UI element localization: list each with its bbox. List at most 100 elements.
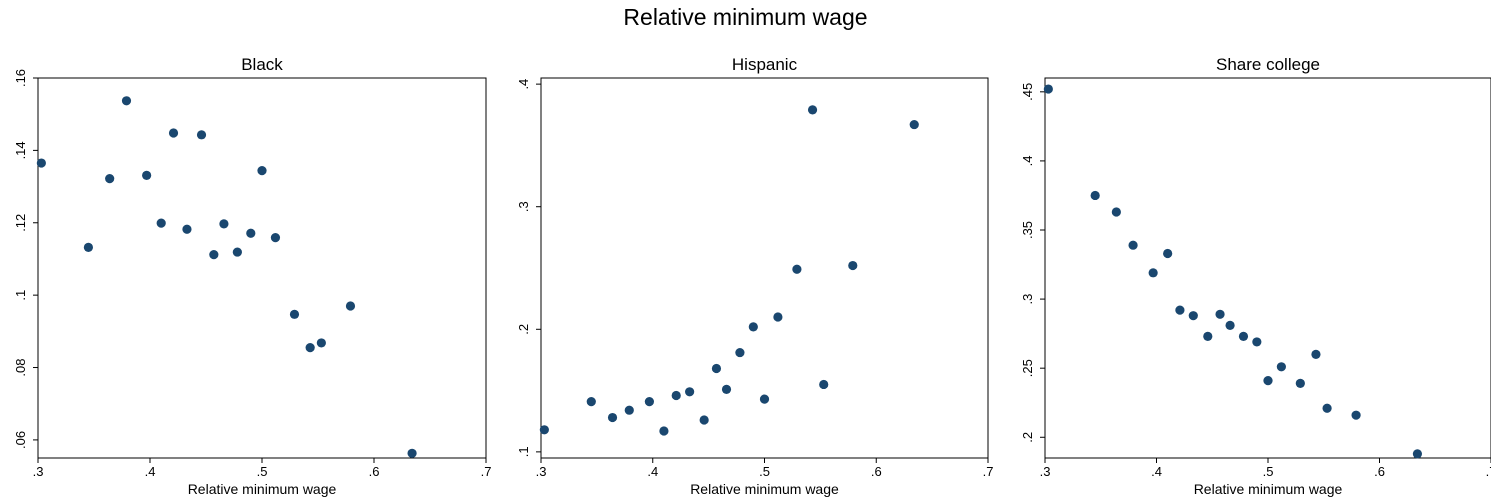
data-point — [644, 397, 654, 407]
x-axis-label: Relative minimum wage — [188, 481, 337, 497]
data-point — [257, 166, 267, 176]
data-point — [305, 343, 315, 353]
data-point — [345, 301, 356, 311]
y-tick-label: .35 — [1020, 221, 1035, 239]
x-tick-label: .5 — [1263, 464, 1274, 479]
data-point — [209, 250, 219, 260]
data-point — [316, 338, 326, 348]
y-tick-label: .45 — [1020, 83, 1035, 101]
data-point — [1225, 320, 1235, 330]
x-tick-label: .6 — [369, 464, 380, 479]
data-point — [182, 224, 192, 234]
x-tick-label: .3 — [536, 464, 547, 479]
data-point — [909, 119, 919, 130]
y-tick-label: .2 — [1020, 432, 1035, 443]
data-point — [1148, 268, 1158, 278]
data-point — [1311, 349, 1321, 359]
data-point — [246, 228, 256, 238]
y-tick-label: .12 — [13, 214, 28, 232]
data-point — [848, 260, 858, 271]
data-point — [807, 105, 818, 115]
data-point — [819, 379, 829, 390]
x-tick-label: .7 — [1486, 464, 1491, 479]
y-tick-label: .06 — [13, 431, 28, 449]
plot-frame — [37, 77, 487, 459]
plot-frame — [1044, 77, 1491, 459]
data-point — [289, 309, 300, 319]
data-point — [1215, 309, 1225, 319]
data-point — [1252, 337, 1262, 347]
data-point — [607, 412, 618, 423]
data-point — [1412, 449, 1423, 459]
data-point — [1111, 207, 1121, 217]
x-tick-label: .6 — [871, 464, 882, 479]
y-tick-label: .4 — [1020, 155, 1035, 166]
data-point — [792, 264, 802, 274]
figure-title: Relative minimum wage — [623, 4, 868, 30]
data-point — [407, 448, 417, 458]
data-point — [1295, 378, 1305, 388]
data-point — [1322, 403, 1332, 413]
x-tick-label: .4 — [145, 464, 156, 479]
data-point — [659, 426, 669, 436]
y-tick-label: .3 — [516, 201, 531, 212]
x-tick-label: .4 — [1151, 464, 1162, 479]
y-tick-label: .2 — [516, 324, 531, 335]
data-point — [1238, 331, 1249, 341]
data-point — [759, 394, 770, 404]
panel-title: Black — [241, 55, 283, 74]
x-tick-label: .4 — [647, 464, 658, 479]
data-point — [586, 397, 596, 407]
data-point — [36, 158, 46, 168]
panel-title: Share college — [1216, 55, 1320, 74]
data-point — [121, 96, 132, 106]
y-tick-label: .08 — [13, 358, 28, 376]
x-tick-label: .5 — [257, 464, 268, 479]
data-point — [735, 347, 745, 358]
data-point — [83, 242, 93, 252]
x-axis-label: Relative minimum wage — [690, 481, 839, 497]
data-point — [1188, 311, 1198, 321]
data-point — [156, 218, 166, 228]
data-point — [748, 322, 758, 332]
data-point — [539, 425, 549, 435]
y-tick-label: .16 — [13, 69, 28, 87]
data-point — [196, 130, 207, 140]
y-tick-label: .3 — [1020, 294, 1035, 305]
data-point — [1175, 305, 1185, 315]
data-point — [1276, 362, 1286, 372]
data-point — [721, 384, 732, 394]
x-tick-label: .3 — [33, 464, 44, 479]
data-point — [1043, 84, 1053, 94]
x-tick-label: .6 — [1374, 464, 1385, 479]
data-point — [685, 387, 695, 397]
y-tick-label: .14 — [13, 141, 28, 159]
data-point — [219, 219, 229, 229]
scatter-panel-2: Hispanic .3 .4 .5 .6 .7 .1 .2 .3 .4 Relative minim… — [516, 55, 993, 497]
data-point — [1351, 410, 1361, 420]
data-point — [711, 363, 722, 374]
data-point — [699, 415, 709, 425]
y-tick-label: .25 — [1020, 359, 1035, 377]
data-point — [1203, 331, 1213, 341]
data-point — [105, 174, 115, 184]
x-tick-label: .7 — [481, 464, 492, 479]
panel-title: Hispanic — [732, 55, 798, 74]
data-point — [142, 170, 152, 180]
data-point — [624, 405, 634, 415]
scatter-panel-1: Black .3 .4 .5 .6 .7 .06 .08 .1 .12 .14 .16 Relative… — [13, 55, 491, 497]
data-point — [1163, 248, 1173, 259]
data-point — [270, 233, 281, 243]
data-point — [773, 312, 783, 322]
y-tick-label: .4 — [516, 79, 531, 90]
x-tick-label: .5 — [759, 464, 770, 479]
data-point — [1090, 190, 1100, 201]
data-point — [671, 390, 681, 401]
x-tick-label: .3 — [1040, 464, 1051, 479]
x-tick-label: .7 — [983, 464, 994, 479]
data-point — [232, 247, 242, 257]
x-axis-label: Relative minimum wage — [1194, 481, 1343, 497]
data-point — [1263, 376, 1273, 386]
y-tick-label: .1 — [516, 446, 531, 457]
